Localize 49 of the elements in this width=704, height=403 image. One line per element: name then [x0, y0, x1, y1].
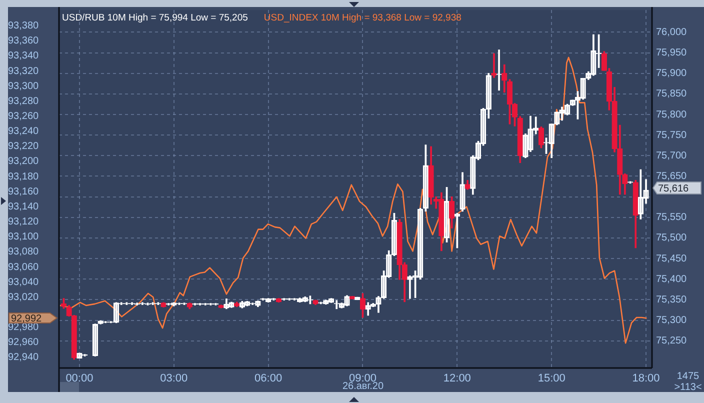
y2-tick-label: 75,450	[656, 253, 688, 264]
y-tick-label: 93,160	[8, 186, 40, 198]
y-tick-label: 93,380	[8, 20, 40, 32]
y-tick-label: 92,940	[8, 352, 40, 364]
x-tick-label: 15:00	[538, 372, 566, 385]
y2-tick-label: 75,300	[656, 315, 688, 326]
y-tick-label: 93,040	[8, 276, 40, 288]
text: >113<	[674, 382, 702, 393]
y-tick-label: 93,140	[8, 201, 40, 212]
y-tick-label: 93,320	[8, 66, 40, 77]
y2-tick-label: 75,700	[656, 150, 688, 162]
y-tick-label: 93,120	[8, 216, 40, 228]
y-tick-label: 93,240	[8, 126, 40, 138]
y-tick-label: 93,100	[8, 232, 40, 243]
y-tick-label: 93,360	[8, 36, 40, 47]
y-tick-label: 93,060	[8, 262, 40, 273]
y2-tick-label: 75,950	[656, 48, 688, 59]
x-tick-label: 06:00	[254, 372, 282, 385]
text: 1475	[676, 370, 700, 382]
y-tick-label: 93,200	[8, 156, 40, 168]
y-tick-label: 93,020	[8, 292, 40, 303]
text: USD/RUB 10M High = 75,994 Low = 75,205	[62, 12, 248, 24]
y2-tick-label: 75,850	[656, 88, 688, 100]
y2-tick-label: 75,250	[656, 336, 688, 347]
y2-tick-label: 75,800	[656, 109, 688, 120]
x-tick-label: 03:00	[160, 372, 188, 385]
y2-tick-label: 75,400	[656, 274, 688, 285]
y2-tick-label: 75,750	[656, 130, 688, 141]
y-tick-label: 92,960	[8, 337, 40, 348]
y2-tick-label: 76,000	[656, 26, 688, 38]
y-tick-label: 93,180	[8, 171, 40, 182]
x-tick-label: 00:00	[66, 372, 94, 385]
y2-tick-label: 75,350	[656, 294, 688, 306]
x-tick-label: 12:00	[443, 372, 471, 385]
y2-tick-label: 75,550	[656, 212, 688, 224]
y2-tick-label: 75,650	[656, 170, 688, 182]
text: USD_INDEX 10M High = 93,368 Low = 92,938	[264, 12, 462, 24]
y-tick-label: 93,260	[8, 111, 40, 122]
candlestick	[491, 53, 497, 78]
text: 92,992	[11, 313, 42, 324]
y2-tick-label: 75,500	[656, 232, 688, 244]
y-tick-label: 93,280	[8, 96, 40, 107]
y-tick-label: 93,080	[8, 246, 40, 258]
y-tick-label: 93,300	[8, 80, 40, 92]
y2-tick-label: 75,900	[656, 68, 688, 80]
y-tick-label: 93,340	[8, 50, 40, 62]
text: 75,616	[658, 183, 690, 194]
y-tick-label: 93,220	[8, 141, 40, 152]
x-tick-label: 18:00	[632, 372, 660, 385]
